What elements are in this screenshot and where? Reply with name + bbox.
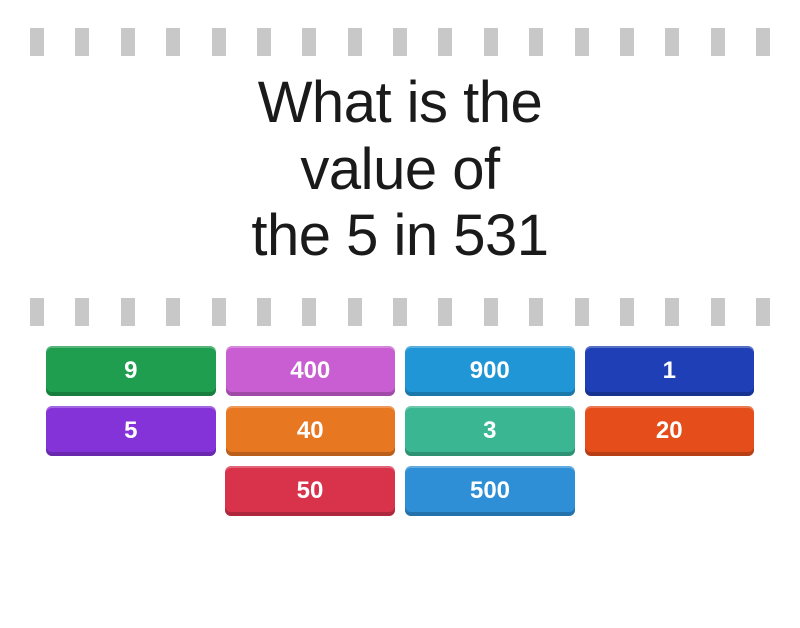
dash-mark: [484, 28, 498, 56]
answer-button-3[interactable]: 3: [405, 406, 575, 456]
dash-mark: [438, 28, 452, 56]
dash-mark: [575, 298, 589, 326]
dash-mark: [620, 28, 634, 56]
dash-mark: [30, 298, 44, 326]
dash-mark: [665, 28, 679, 56]
dash-mark: [302, 28, 316, 56]
question-line-3: the 5 in 531: [251, 203, 548, 268]
answer-button-40[interactable]: 40: [226, 406, 396, 456]
dash-mark: [75, 28, 89, 56]
dash-mark: [348, 298, 362, 326]
question-line-1: What is the: [258, 70, 543, 135]
answer-button-9[interactable]: 9: [46, 346, 216, 396]
bottom-dash-row: [0, 298, 800, 326]
dash-mark: [121, 298, 135, 326]
answers-grid: 94009001 540320 50500: [0, 326, 800, 516]
dash-mark: [711, 28, 725, 56]
answer-row: 50500: [46, 466, 754, 516]
dash-mark: [529, 28, 543, 56]
dash-mark: [75, 298, 89, 326]
dash-mark: [348, 28, 362, 56]
dash-mark: [257, 298, 271, 326]
dash-mark: [575, 28, 589, 56]
answer-row: 540320: [46, 406, 754, 456]
dash-mark: [393, 298, 407, 326]
dash-mark: [484, 298, 498, 326]
question-line-2: value of: [300, 137, 499, 202]
dash-mark: [166, 28, 180, 56]
top-dash-row: [0, 28, 800, 56]
question-text: What is the value of the 5 in 531: [0, 56, 800, 280]
answer-button-900[interactable]: 900: [405, 346, 575, 396]
answer-button-400[interactable]: 400: [226, 346, 396, 396]
dash-mark: [257, 28, 271, 56]
dash-mark: [620, 298, 634, 326]
answer-button-20[interactable]: 20: [585, 406, 755, 456]
answer-button-1[interactable]: 1: [585, 346, 755, 396]
dash-mark: [166, 298, 180, 326]
answer-button-5[interactable]: 5: [46, 406, 216, 456]
dash-mark: [212, 298, 226, 326]
answer-row: 94009001: [46, 346, 754, 396]
dash-mark: [121, 28, 135, 56]
answer-button-50[interactable]: 50: [225, 466, 395, 516]
dash-mark: [756, 298, 770, 326]
dash-mark: [756, 28, 770, 56]
dash-mark: [30, 28, 44, 56]
dash-mark: [302, 298, 316, 326]
answer-button-500[interactable]: 500: [405, 466, 575, 516]
dash-mark: [665, 298, 679, 326]
dash-mark: [438, 298, 452, 326]
dash-mark: [711, 298, 725, 326]
dash-mark: [529, 298, 543, 326]
dash-mark: [212, 28, 226, 56]
dash-mark: [393, 28, 407, 56]
